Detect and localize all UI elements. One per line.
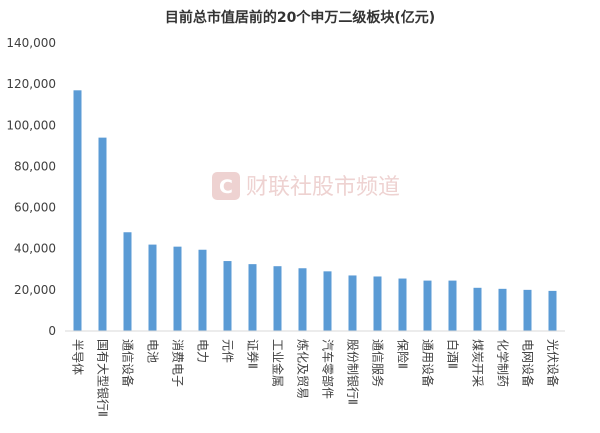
bar — [498, 288, 507, 331]
bar — [548, 290, 557, 331]
bar — [98, 137, 107, 331]
x-tick-label: 电池 — [146, 339, 160, 363]
bar — [223, 261, 232, 331]
x-tick-label: 煤炭开采 — [471, 339, 485, 387]
bar — [423, 280, 432, 331]
watermark-logo-letter: C — [219, 176, 233, 198]
bar — [348, 275, 357, 331]
y-tick-label: 140,000 — [6, 36, 56, 50]
bar — [248, 264, 257, 331]
bar — [198, 249, 207, 331]
bar — [323, 271, 332, 331]
bar — [173, 246, 182, 331]
bars — [73, 90, 557, 331]
bar — [123, 232, 132, 331]
y-tick-label: 0 — [48, 324, 56, 338]
x-tick-label: 通用设备 — [421, 339, 435, 387]
y-tick-label: 40,000 — [14, 242, 56, 256]
x-tick-label: 证券Ⅱ — [246, 339, 261, 369]
y-tick-label: 80,000 — [14, 159, 56, 173]
bar — [373, 276, 382, 331]
x-tick-label: 通信服务 — [371, 339, 386, 387]
x-tick-label: 电网设备 — [521, 339, 535, 387]
y-axis: 0 20,000 40,000 60,000 80,000 100,000 120,000 1… — [6, 36, 56, 338]
watermark-text: 财联社股市频道 — [246, 175, 400, 200]
x-tick-label: 元件 — [221, 339, 235, 363]
bar — [148, 244, 157, 331]
y-tick-label: 20,000 — [14, 283, 56, 297]
watermark: C 财联社股市频道 — [212, 172, 400, 200]
x-tick-label: 汽车零部件 — [321, 339, 336, 399]
bar — [448, 280, 457, 331]
y-tick-label: 60,000 — [14, 201, 56, 215]
x-axis: 半导体 国有大型银行Ⅱ 通信设备 电池 消费电子 电力 元件 证券Ⅱ 工业金属 炼化及贸易 汽车零部… — [71, 339, 560, 417]
bar — [73, 90, 82, 331]
x-tick-label: 通信设备 — [121, 339, 135, 387]
chart-title: 目前总市值居前的20个申万二级板块(亿元) — [165, 9, 435, 26]
x-tick-label: 保险Ⅱ — [396, 339, 411, 369]
bar — [523, 289, 532, 331]
x-tick-label: 光伏设备 — [546, 339, 560, 387]
x-tick-label: 国有大型银行Ⅱ — [96, 339, 110, 417]
y-tick-label: 120,000 — [6, 77, 56, 91]
bar — [298, 268, 307, 331]
bar — [273, 266, 282, 331]
x-tick-label: 炼化及贸易 — [296, 339, 311, 399]
y-tick-label: 100,000 — [6, 118, 56, 132]
x-tick-label: 电力 — [196, 339, 210, 363]
x-tick-label: 股份制银行Ⅱ — [346, 339, 360, 405]
x-tick-label: 半导体 — [71, 339, 85, 375]
watermark-logo — [212, 172, 240, 200]
x-tick-label: 化学制药 — [496, 339, 511, 387]
x-tick-label: 工业金属 — [271, 339, 286, 387]
bar — [473, 287, 482, 331]
x-tick-label: 白酒Ⅱ — [446, 339, 461, 369]
x-tick-label: 消费电子 — [171, 339, 185, 387]
bar — [398, 278, 407, 331]
